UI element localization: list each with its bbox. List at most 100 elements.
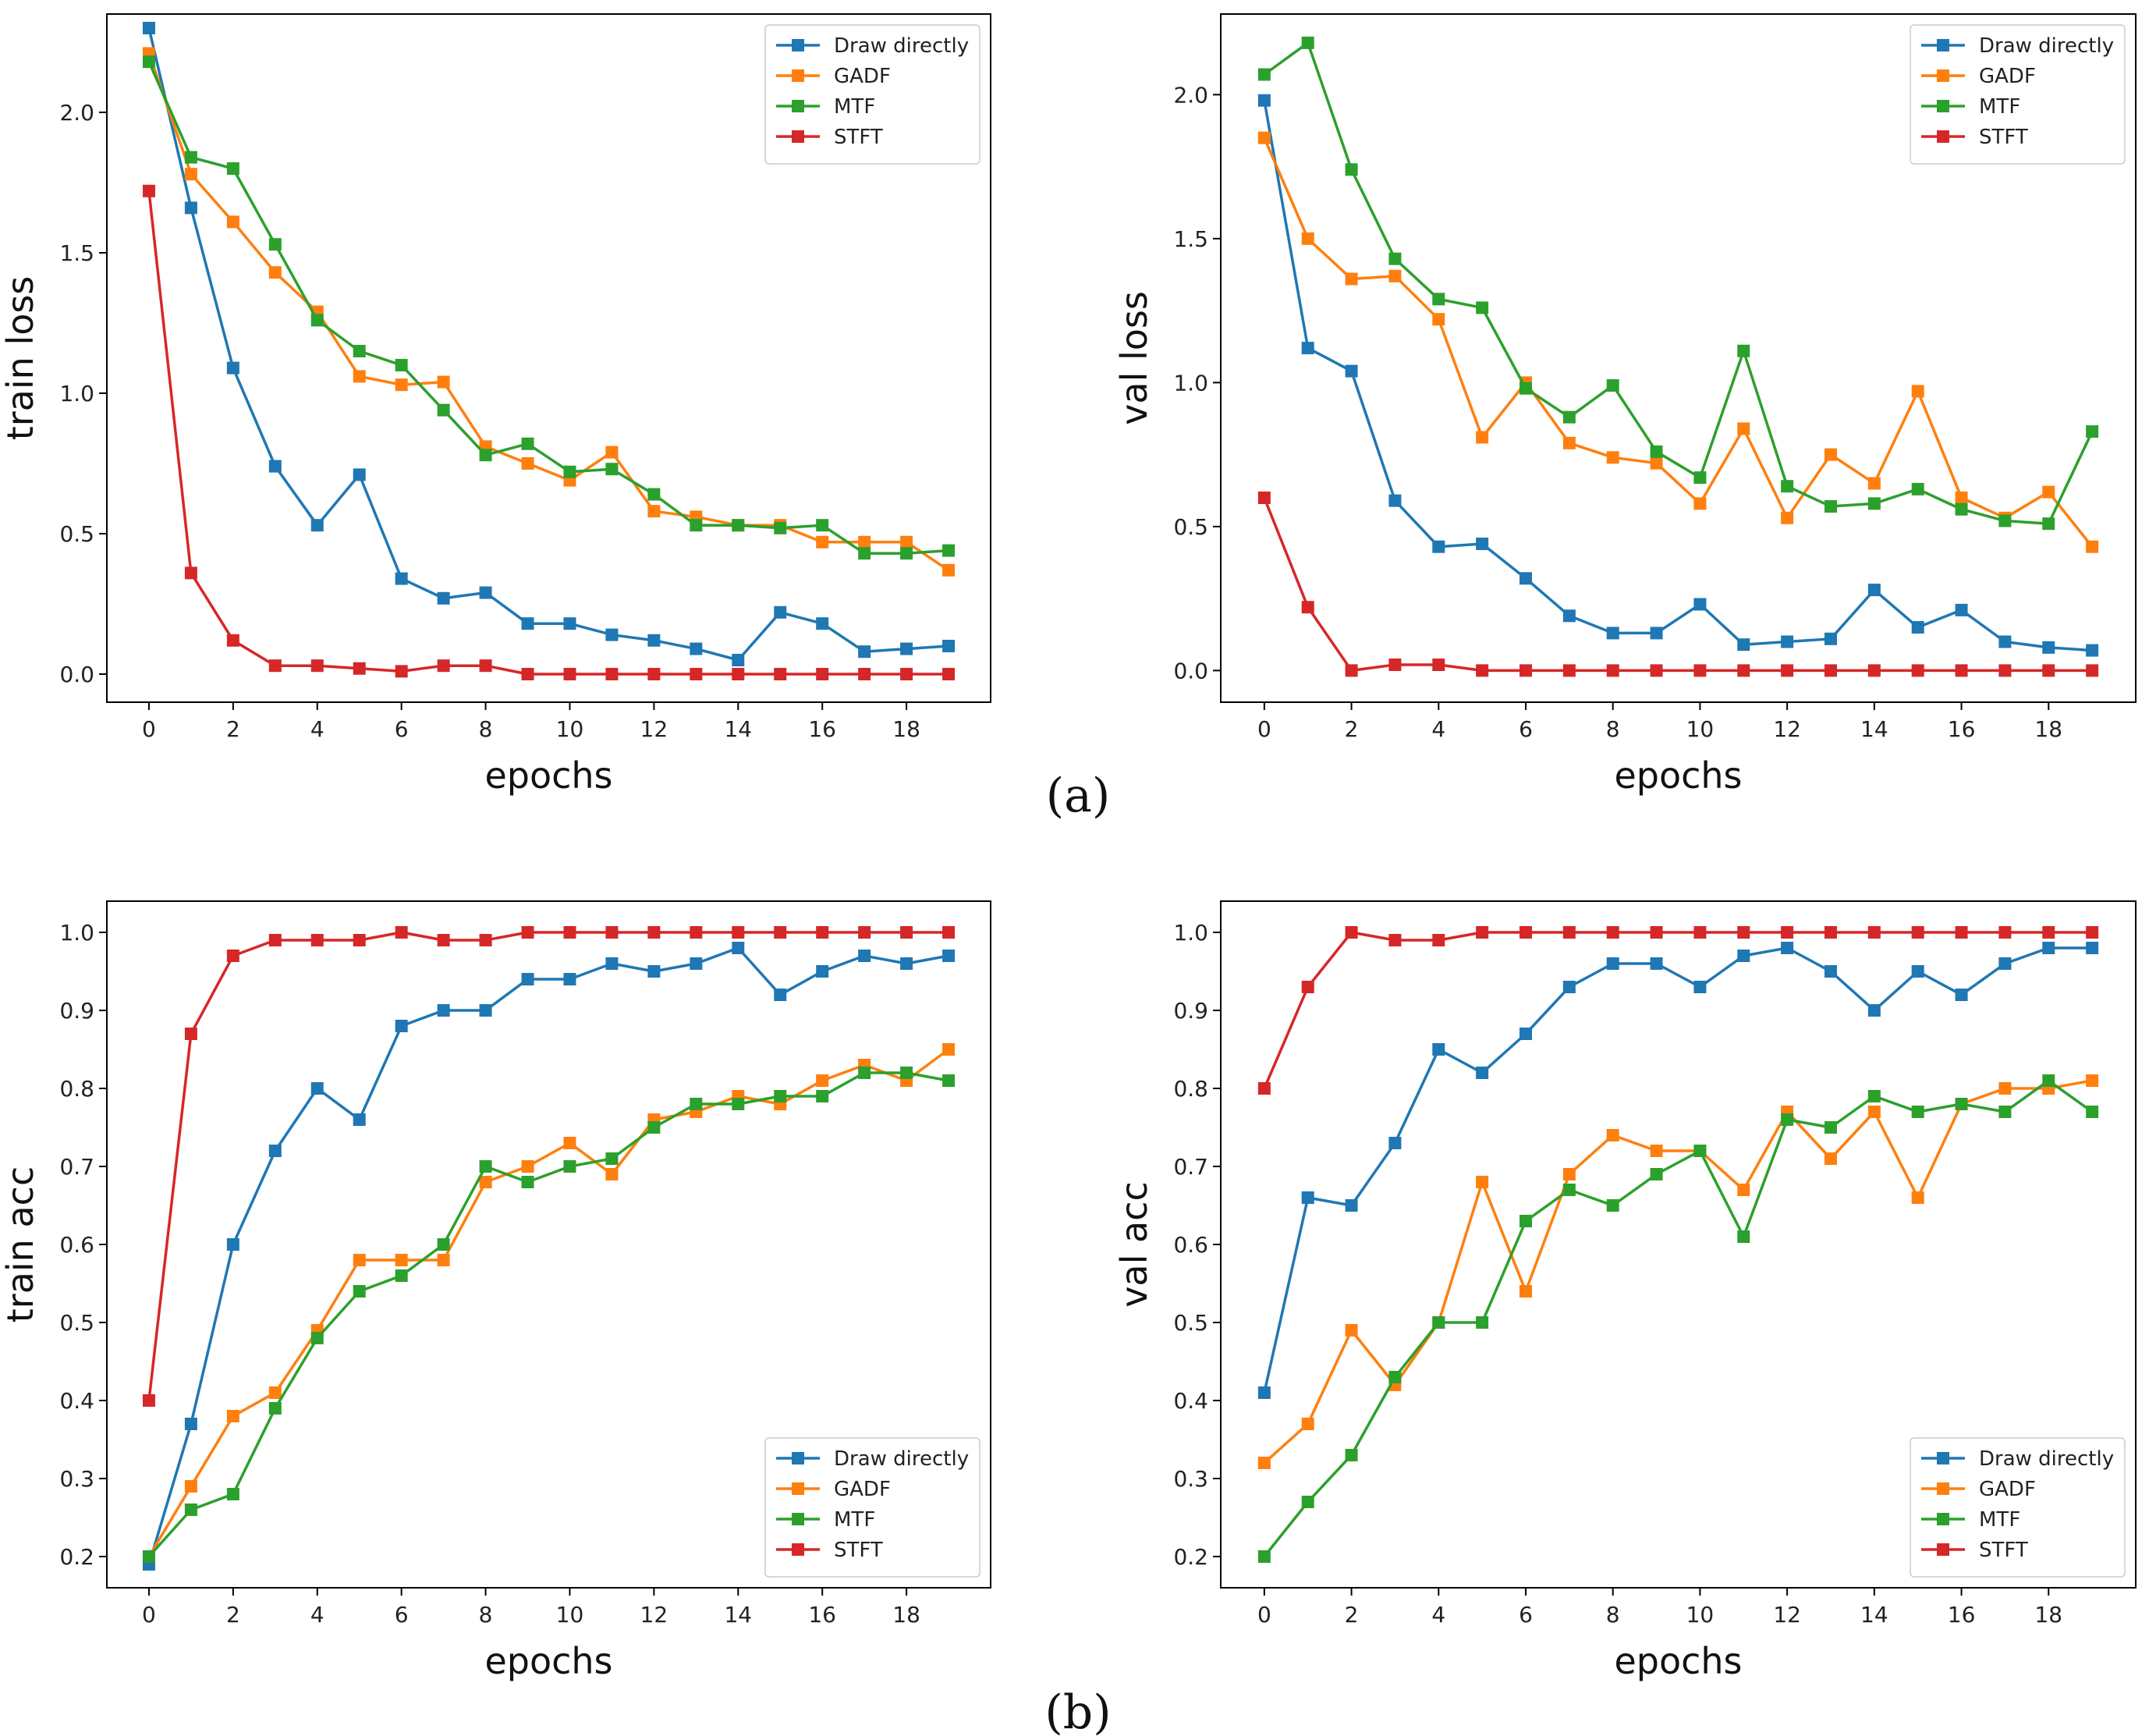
data-point	[2086, 942, 2099, 954]
data-point	[1562, 1184, 1576, 1196]
legend-marker	[1937, 69, 1949, 82]
legend-entry: GADF	[776, 1478, 891, 1501]
data-point	[732, 942, 745, 954]
data-point	[816, 668, 829, 680]
x-tick-label: 0	[142, 1602, 156, 1628]
data-point	[1650, 1145, 1663, 1157]
chart-train-acc: 0 2 4 6 8 10 12 14 16 18 0.2 0.3 0.4 0.5 0.6 0.7 0.8 0.9 1…	[0, 900, 991, 1682]
data-point	[1432, 1316, 1445, 1329]
data-point	[479, 1176, 492, 1188]
data-point	[437, 403, 450, 417]
data-point	[1867, 1106, 1881, 1118]
x-tick-label: 14	[1860, 1602, 1888, 1628]
y-axis-label: val acc	[1113, 1181, 1155, 1308]
series-line	[1263, 497, 2093, 673]
y-tick-label: 0.5	[1173, 514, 1208, 540]
y-tick-label: 0.4	[59, 1388, 94, 1414]
data-point	[900, 642, 913, 655]
data-point	[858, 668, 871, 680]
data-point	[1781, 480, 1794, 493]
data-point	[437, 934, 450, 946]
y-tick-label: 0.7	[1173, 1154, 1208, 1180]
data-point	[1650, 456, 1663, 470]
legend-label: MTF	[1979, 95, 2020, 119]
data-point	[647, 965, 661, 978]
legend-label: STFT	[834, 126, 883, 149]
data-point	[142, 22, 155, 34]
data-point	[142, 1550, 155, 1563]
data-point	[942, 1043, 956, 1056]
series-draw-directly	[1257, 942, 2099, 1399]
y-axis-label: train loss	[0, 276, 41, 441]
data-point	[1998, 664, 2012, 677]
data-point	[1606, 379, 1619, 392]
y-tick-label: 0.9	[1173, 998, 1208, 1024]
data-point	[1867, 497, 1881, 510]
data-point	[1737, 344, 1750, 357]
legend-entry: Draw directly	[1921, 34, 2114, 58]
data-point	[521, 1160, 534, 1173]
y-tick-label: 0.8	[59, 1076, 94, 1102]
series-stft	[142, 184, 956, 680]
y-tick-label: 0.7	[59, 1154, 94, 1180]
data-point	[1388, 494, 1402, 507]
x-tick-label: 14	[724, 1602, 752, 1628]
data-point	[774, 989, 787, 1001]
data-point	[2086, 644, 2099, 657]
y-tick-label: 0.2	[59, 1544, 94, 1570]
series-mtf	[142, 55, 956, 560]
data-point	[1562, 981, 1576, 993]
data-point	[816, 926, 829, 939]
chart-val-acc: 0 2 4 6 8 10 12 14 16 18 0.2 0.3 0.4 0.5 0.6 0.7 0.8 0.9 1…	[1113, 900, 2136, 1682]
y-tick-label: 2.0	[1173, 82, 1208, 108]
data-point	[1955, 926, 1968, 939]
data-point	[1257, 1457, 1271, 1469]
legend-marker	[792, 1543, 804, 1556]
data-point	[1432, 540, 1445, 553]
x-tick-label: 16	[1948, 1602, 1976, 1628]
data-point	[437, 1254, 450, 1266]
legend-marker	[792, 100, 804, 112]
data-point	[1476, 538, 1489, 551]
x-axis-label: epochs	[1614, 754, 1742, 797]
data-point	[647, 668, 661, 680]
data-point	[2042, 517, 2055, 531]
data-point	[395, 1254, 408, 1266]
data-point	[942, 640, 956, 652]
data-point	[1301, 342, 1314, 355]
data-point	[1606, 1199, 1619, 1212]
data-point	[1693, 471, 1707, 485]
data-point	[1911, 621, 1924, 634]
data-point	[2042, 641, 2055, 654]
data-point	[690, 957, 703, 970]
data-point	[1345, 926, 1358, 939]
y-axis-label: val loss	[1113, 291, 1155, 425]
data-point	[1606, 957, 1619, 970]
series-mtf	[142, 1067, 956, 1563]
x-tick-label: 10	[1686, 1602, 1715, 1628]
legend-marker	[792, 39, 804, 51]
data-point	[268, 1145, 282, 1157]
x-tick-label: 4	[1431, 716, 1445, 742]
data-point	[605, 926, 619, 939]
legend-entry: MTF	[776, 1508, 875, 1532]
x-tick-label: 4	[310, 1602, 324, 1628]
x-tick-label: 8	[479, 1602, 493, 1628]
data-point	[816, 965, 829, 978]
data-point	[437, 591, 450, 605]
series-line	[1263, 1079, 2093, 1464]
data-point	[1781, 511, 1794, 524]
data-point	[1650, 957, 1663, 970]
x-tick-label: 4	[1431, 1602, 1445, 1628]
y-tick-label: 0.6	[1173, 1232, 1208, 1258]
data-point	[858, 1067, 871, 1079]
data-point	[605, 957, 619, 970]
legend-marker	[1937, 1482, 1949, 1495]
series-stft	[1257, 491, 2099, 677]
data-point	[816, 1074, 829, 1087]
data-point	[732, 1098, 745, 1110]
data-point	[2086, 664, 2099, 677]
series-line	[147, 1048, 950, 1557]
data-point	[732, 668, 745, 680]
y-tick-label: 0.9	[59, 998, 94, 1024]
